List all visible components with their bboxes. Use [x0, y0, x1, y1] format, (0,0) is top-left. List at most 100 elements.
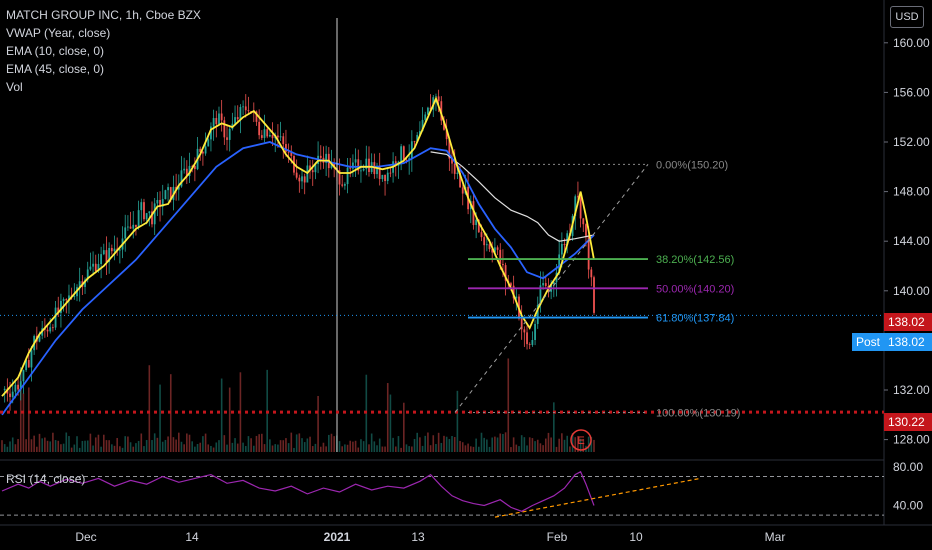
candle-body	[215, 118, 218, 125]
candle-body	[271, 134, 274, 139]
volume-bar	[228, 387, 231, 452]
legend-ema45[interactable]: EMA (45, close, 0)	[6, 62, 105, 76]
earnings-icon-label: E	[577, 435, 584, 447]
candle-body	[381, 174, 384, 180]
candle-body	[531, 340, 534, 345]
volume-bar	[544, 438, 547, 452]
time-tick-label: 14	[185, 530, 199, 544]
legend-ema10[interactable]: EMA (10, close, 0)	[6, 44, 105, 58]
volume-bar	[542, 445, 544, 452]
candle-body	[268, 134, 271, 137]
candle-body	[539, 285, 542, 306]
candle-body	[376, 165, 378, 175]
volume-bar	[14, 444, 17, 452]
volume-bar	[52, 432, 54, 452]
volume-bar	[553, 402, 555, 452]
candle-body	[330, 163, 333, 169]
volume-bar	[100, 446, 102, 452]
candle-body	[129, 226, 132, 229]
candle-body	[54, 307, 57, 328]
candle-body	[204, 146, 207, 154]
indicator-lines	[0, 18, 884, 452]
candle-body	[491, 249, 494, 253]
candle-body	[175, 186, 178, 190]
volume-bar	[488, 446, 491, 452]
legend-symbol[interactable]: MATCH GROUP INC, 1h, Cboe BZX	[6, 8, 201, 22]
candle-body	[421, 119, 424, 132]
candle-body	[453, 163, 456, 174]
candle-body	[277, 135, 279, 138]
candle-body	[145, 213, 148, 220]
volume-bar	[78, 447, 81, 452]
candle-body	[587, 235, 590, 270]
volume-bar	[563, 439, 566, 452]
price-axis: 160.00156.00152.00148.00144.00140.00136.…	[884, 36, 930, 447]
volume-bar	[352, 441, 354, 452]
candle-body	[57, 307, 60, 313]
volume-bar	[145, 440, 148, 452]
volume-bar	[186, 433, 188, 452]
volume-bar	[253, 445, 255, 452]
volume-bar	[282, 440, 285, 452]
volume-bar	[183, 444, 185, 452]
volume-bar	[504, 432, 507, 452]
candle-body	[542, 283, 545, 286]
rsi-line	[1, 470, 595, 512]
volume-bar	[295, 434, 298, 452]
volume-bar	[370, 433, 373, 452]
volume-bar	[76, 436, 78, 452]
candle-body	[357, 159, 360, 171]
volume-bar	[333, 436, 335, 452]
volume-bar	[344, 444, 346, 452]
candle-body	[212, 118, 215, 127]
volume-bar	[148, 365, 151, 452]
volume-bar	[57, 440, 60, 452]
candle-body	[14, 384, 17, 392]
candle-body	[365, 158, 368, 169]
volume-bar	[44, 437, 46, 452]
candle-body	[510, 283, 512, 286]
volume-bar	[384, 446, 386, 452]
volume-bar	[429, 445, 432, 452]
volume-bar	[293, 447, 295, 452]
volume-bar	[400, 447, 402, 452]
volume-bar	[290, 432, 293, 452]
price-tick-label: 160.00	[893, 36, 930, 50]
volume-bar	[1, 440, 3, 452]
candle-body	[191, 165, 194, 167]
volume-bar	[478, 446, 480, 452]
candle-body	[242, 106, 244, 108]
candle-body	[25, 360, 28, 371]
currency-button[interactable]: USD	[890, 6, 924, 28]
rsi-legend[interactable]: RSI (14, close)	[6, 472, 86, 486]
candle-body	[483, 237, 486, 246]
candle-body	[400, 146, 403, 162]
volume-bar	[49, 441, 52, 452]
candle-body	[488, 244, 491, 250]
price-tick-label: 132.00	[893, 383, 930, 397]
volume-bar	[191, 441, 193, 452]
volume-bar	[520, 435, 523, 452]
candle-body	[378, 165, 381, 180]
legend-vwap[interactable]: VWAP (Year, close)	[6, 26, 111, 40]
candle-body	[520, 318, 523, 330]
volume-bar	[215, 442, 218, 452]
volume-bar	[151, 440, 153, 452]
candle-body	[311, 170, 314, 173]
volume-bar	[27, 387, 30, 452]
volume-bar	[499, 433, 502, 452]
volume-bar	[349, 440, 352, 452]
candle-body	[362, 168, 365, 171]
volume-bar	[247, 436, 250, 452]
candle-body	[258, 121, 261, 136]
volume-bar	[204, 433, 207, 452]
volume-bar	[22, 393, 25, 452]
legend-vol[interactable]: Vol	[6, 80, 23, 94]
candle-body	[413, 141, 416, 143]
volume-bar	[518, 446, 520, 452]
candle-body	[105, 250, 108, 263]
candle-body	[389, 172, 392, 174]
volume-bar	[255, 435, 258, 452]
candle-body	[11, 391, 14, 397]
